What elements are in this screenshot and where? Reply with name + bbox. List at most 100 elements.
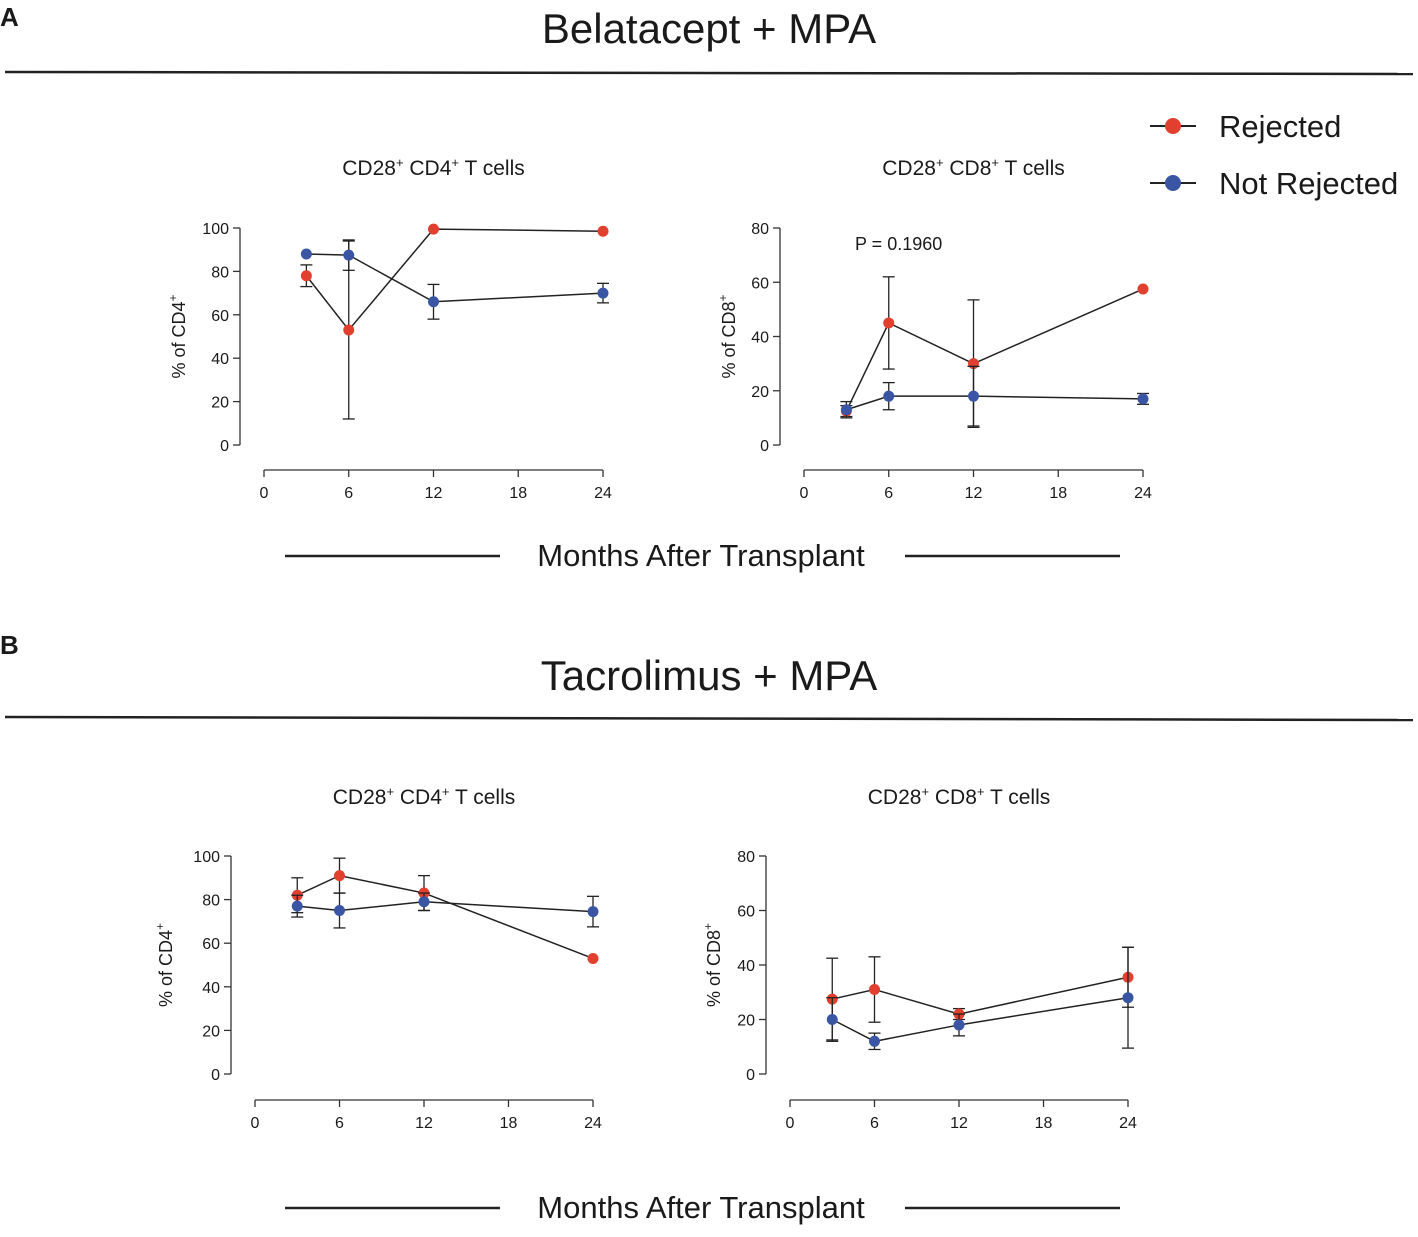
y-tick-label: 40	[751, 330, 769, 347]
series-not-rejected	[840, 365, 1149, 427]
y-tick-label: 40	[211, 351, 229, 368]
y-tick-label: 60	[202, 936, 220, 953]
data-point	[587, 952, 599, 964]
y-tick-label: 0	[760, 438, 769, 455]
chart-title: CD28+ CD8+ T cells	[882, 155, 1065, 180]
data-point	[597, 287, 609, 299]
data-point	[968, 390, 979, 402]
series-not-rejected	[300, 239, 609, 320]
y-tick-label: 80	[737, 849, 755, 866]
x-tick-label: 12	[950, 1115, 968, 1132]
section-b-letter: B	[0, 630, 19, 660]
chart-title: CD28+ CD4+ T cells	[333, 784, 516, 809]
x-tick-label: 6	[335, 1115, 344, 1132]
y-axis-label: % of CD8+	[716, 294, 739, 378]
y-tick-label: 60	[737, 904, 755, 921]
legend-marker-not-rejected	[1165, 175, 1181, 191]
data-point	[953, 1019, 965, 1031]
y-tick-label: 80	[751, 221, 769, 238]
series-not-rejected	[291, 892, 599, 929]
data-point	[428, 296, 439, 308]
data-point	[334, 905, 345, 916]
data-point	[1137, 283, 1149, 295]
series-line	[296, 874, 594, 960]
chart-title: CD28+ CD8+ T cells	[868, 784, 1051, 809]
y-tick-label: 60	[211, 308, 229, 325]
data-point	[869, 1035, 880, 1047]
data-point	[840, 404, 852, 416]
y-tick-label: 100	[202, 221, 229, 238]
x-axis	[803, 469, 1144, 477]
x-axis	[254, 1099, 594, 1107]
y-axis	[224, 855, 232, 1075]
data-point	[1137, 393, 1149, 405]
series-line	[305, 228, 604, 332]
legend-item-rejected: Rejected	[1150, 109, 1341, 144]
data-point	[1122, 992, 1134, 1004]
x-tick-label: 6	[884, 485, 893, 502]
x-tick-label: 12	[415, 1115, 433, 1132]
chart-tacrolimus-cd4: CD28+ CD4+ T cells 0 20 40 60 80 100 % of CD4+ 0…	[153, 784, 602, 1132]
series-line	[846, 395, 1144, 411]
x-axis	[789, 1099, 1129, 1107]
data-point	[291, 900, 303, 912]
y-tick-label: 100	[193, 849, 220, 866]
data-point	[869, 984, 880, 996]
y-tick-label: 0	[220, 438, 229, 455]
series-rejected	[840, 276, 1149, 429]
series-line	[297, 901, 594, 913]
y-tick-label: 80	[211, 264, 229, 281]
x-tick-label: 6	[870, 1115, 879, 1132]
x-tick-label: 18	[1035, 1115, 1053, 1132]
x-tick-label: 18	[509, 485, 527, 502]
y-axis	[233, 227, 241, 446]
section-a-xlabel: Months After Transplant	[537, 538, 865, 573]
x-tick-label: 24	[594, 485, 612, 502]
x-tick-label: 18	[1049, 485, 1067, 502]
x-tick-label: 12	[965, 485, 983, 502]
legend-item-not-rejected: Not Rejected	[1150, 166, 1398, 201]
series-line	[306, 253, 604, 303]
section-b-xlabel: Months After Transplant	[537, 1190, 865, 1225]
y-tick-label: 20	[737, 1013, 755, 1030]
x-tick-label: 0	[260, 485, 269, 502]
section-a-divider	[4, 70, 1414, 76]
y-axis	[759, 855, 767, 1075]
y-axis-label: % of CD8+	[701, 923, 724, 1007]
chart-belatacept-cd8: CD28+ CD8+ T cells 0 20 40 60 80 % of CD8+ 0 6 12…	[716, 155, 1152, 502]
series-rejected	[826, 946, 1134, 1041]
y-tick-label: 40	[202, 980, 220, 997]
y-tick-label: 0	[211, 1067, 220, 1084]
y-axis-label: % of CD4+	[166, 294, 189, 378]
series-line	[831, 996, 1129, 1043]
x-axis	[263, 469, 604, 477]
y-tick-label: 20	[211, 395, 229, 412]
x-tick-label: 0	[251, 1115, 260, 1132]
data-point	[343, 249, 355, 261]
p-value-annotation: P = 0.1960	[855, 234, 942, 254]
y-tick-label: 20	[751, 384, 769, 401]
x-tick-label: 0	[786, 1115, 795, 1132]
series-line	[845, 288, 1144, 412]
data-point	[587, 906, 599, 918]
section-a-title: Belatacept + MPA	[542, 5, 876, 52]
legend-marker-rejected	[1165, 118, 1181, 134]
legend-label-rejected: Rejected	[1219, 109, 1341, 144]
x-tick-label: 24	[584, 1115, 602, 1132]
data-point	[597, 225, 609, 237]
x-tick-label: 18	[500, 1115, 518, 1132]
legend: Rejected Not Rejected	[1150, 109, 1398, 201]
chart-title: CD28+ CD4+ T cells	[342, 155, 525, 180]
data-point	[334, 870, 345, 882]
section-a-letter: A	[0, 2, 19, 32]
legend-label-not-rejected: Not Rejected	[1219, 166, 1398, 201]
x-tick-label: 6	[344, 485, 353, 502]
data-point	[343, 324, 355, 336]
series-not-rejected	[826, 946, 1134, 1051]
chart-belatacept-cd4: CD28+ CD4+ T cells 0 20 40 60 80 100 % of CD4+ 0…	[166, 155, 612, 502]
chart-tacrolimus-cd8: CD28+ CD8+ T cells 0 20 40 60 80 % of CD8+ 0 6 12…	[701, 784, 1137, 1132]
y-tick-label: 60	[751, 275, 769, 292]
section-b-title: Tacrolimus + MPA	[541, 652, 877, 699]
y-tick-label: 80	[202, 893, 220, 910]
